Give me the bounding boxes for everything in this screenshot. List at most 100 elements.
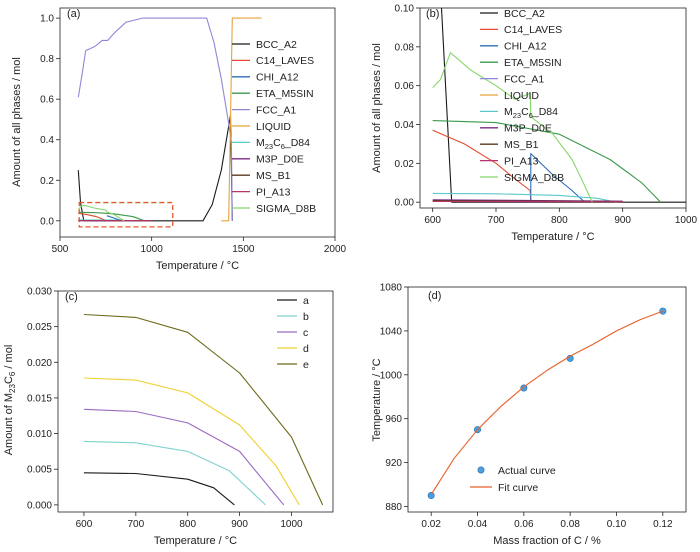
plot-area	[427, 307, 667, 500]
x-tick-label: 700	[127, 519, 144, 530]
x-axis-label: Temperature / °C	[511, 231, 594, 243]
series-line-bcc_a2	[77, 114, 233, 222]
legend-label: ETA_M5SIN	[256, 88, 314, 100]
plot-frame	[407, 286, 687, 513]
legend-label: CHI_A12	[504, 41, 547, 53]
x-tick-label: 0.02	[421, 519, 441, 530]
legend-label: Actual curve	[498, 465, 556, 477]
legend-label: e	[303, 359, 309, 371]
legend-label: LIQUID	[504, 90, 539, 102]
panel-2: 600 700 800 900 1000 0.000 0.005 0.010 0.015 0.02…	[3, 287, 334, 547]
legend-label: FCC_A1	[256, 104, 296, 116]
data-point	[427, 492, 435, 500]
y-tick-label: 880	[385, 502, 402, 513]
y-tick-label: 0.025	[27, 322, 52, 333]
y-tick-label: 0.0	[40, 216, 54, 227]
plot-area	[432, 8, 686, 203]
legend-label: ETA_M5SIN	[504, 57, 562, 69]
x-axis-label: Temperature / °C	[154, 535, 237, 547]
legend-label: M23C6_D84	[504, 106, 558, 120]
series-line-fcc_a1	[77, 17, 233, 221]
panel-label: (b)	[426, 8, 439, 20]
y-tick-label: 0.000	[27, 500, 52, 511]
plot-frame	[57, 290, 334, 513]
panel-3: 0.02 0.04 0.06 0.08 0.10 0.12 880 920 960 1000 104…	[371, 283, 687, 547]
x-tick-label: 1000	[280, 519, 303, 530]
legend-label: C14_LAVES	[256, 55, 314, 67]
x-tick-label: 900	[614, 215, 631, 226]
x-tick-label: 500	[52, 244, 69, 255]
legend-label: PI_A13	[256, 186, 291, 198]
legend-label: PI_A13	[504, 155, 539, 167]
series-line-c14_laves	[78, 212, 108, 222]
y-tick-label: 0.04	[395, 120, 415, 131]
x-tick-label: 600	[424, 215, 441, 226]
plot-frame	[419, 7, 687, 209]
legend-label: FCC_A1	[504, 73, 544, 85]
legend-label: d	[303, 343, 309, 355]
y-tick-label: 0.00	[395, 198, 415, 209]
series-line-eta_m5sin	[78, 211, 145, 222]
legend: BCC_A2 C14_LAVES CHI_A12 ETA_M5SIN FCC_A1 LIQ…	[232, 39, 316, 215]
legend-label: SIGMA_D8B	[256, 203, 316, 215]
x-tick-label: 2000	[324, 244, 347, 255]
legend-label: Fit curve	[498, 482, 538, 494]
x-tick-label: 0.08	[560, 519, 580, 530]
legend-marker	[477, 466, 485, 474]
x-tick-label: 800	[551, 215, 568, 226]
y-axis-label: Amount of M23C6 / mol	[3, 345, 17, 456]
y-tick-label: 1040	[380, 326, 403, 337]
x-tick-label: 0.06	[514, 519, 534, 530]
x-tick-label: 0.04	[468, 519, 488, 530]
legend-label: CHI_A12	[256, 72, 299, 84]
series-line-d	[83, 377, 300, 506]
y-tick-label: 0.06	[395, 81, 415, 92]
y-tick-label: 0.4	[40, 135, 54, 146]
y-axis-label: Amount of all phases / mol	[371, 43, 383, 173]
x-tick-label: 600	[76, 519, 93, 530]
panel-label: (c)	[65, 291, 78, 303]
legend-label: MS_B1	[504, 139, 539, 151]
plot-frame	[59, 7, 336, 238]
series-line-a	[83, 472, 235, 506]
legend-label: BCC_A2	[504, 8, 545, 20]
legend-label: C14_LAVES	[504, 24, 562, 36]
y-axis-label: Temperature / °C	[371, 358, 383, 441]
x-tick-label: 800	[179, 519, 196, 530]
panel-1: 600 700 800 900 1000 0.00 0.02 0.04 0.06 0.08 0.10…	[371, 4, 698, 244]
y-tick-label: 0.020	[27, 358, 52, 369]
y-tick-label: 920	[385, 458, 402, 469]
series-line-sigma_d8b	[77, 204, 125, 222]
y-tick-label: 0.030	[27, 287, 52, 298]
y-tick-label: 0.02	[395, 159, 415, 170]
y-tick-label: 0.8	[40, 54, 54, 65]
legend: BCC_A2 C14_LAVES CHI_A12 ETA_M5SIN FCC_A1 LIQ…	[480, 8, 564, 184]
x-tick-label: 0.10	[607, 519, 627, 530]
legend-label: M23C6_D84	[256, 137, 310, 151]
legend-label: a	[303, 295, 309, 307]
y-tick-label: 960	[385, 414, 402, 425]
zoom-region-box	[78, 201, 174, 228]
plot-area	[77, 17, 262, 222]
y-tick-label: 0.2	[40, 176, 54, 187]
y-tick-label: 0.005	[27, 465, 52, 476]
y-tick-label: 1080	[380, 283, 403, 294]
legend-label: MS_B1	[256, 170, 291, 182]
panel-0: 500 1000 1500 2000 0.0 0.2 0.4 0.6 0.8 1.0 (a) Temp…	[11, 7, 347, 272]
y-tick-label: 0.015	[27, 393, 52, 404]
panel-label: (d)	[428, 290, 441, 302]
series-line-c	[83, 408, 285, 506]
y-tick-label: 1.0	[40, 14, 54, 25]
legend-label: LIQUID	[256, 121, 291, 133]
x-tick-label: 1000	[675, 215, 698, 226]
legend-label: b	[303, 311, 309, 323]
y-tick-label: 1000	[380, 370, 403, 381]
series-line-fit curve	[430, 310, 663, 495]
legend-label: SIGMA_D8B	[504, 172, 564, 184]
series-line-sigma_d8b	[432, 52, 593, 203]
plot-area	[83, 313, 324, 506]
series-line-chi_a12	[530, 153, 586, 203]
legend-label: c	[303, 327, 308, 339]
